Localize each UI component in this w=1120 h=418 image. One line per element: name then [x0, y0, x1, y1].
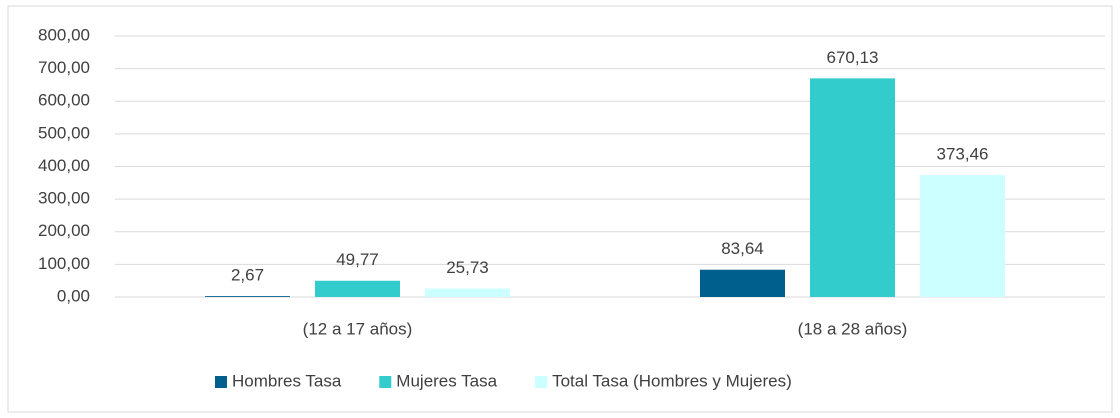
x-tick-label: (18 a 28 años)	[798, 319, 908, 338]
value-label: 2,67	[231, 266, 264, 285]
y-tick-label: 0,00	[57, 286, 90, 305]
y-tick-label: 300,00	[38, 189, 90, 208]
y-tick-label: 500,00	[38, 123, 90, 142]
y-tick-label: 700,00	[38, 58, 90, 77]
value-label: 49,77	[336, 250, 379, 269]
bar	[205, 296, 290, 297]
legend-swatch	[215, 376, 227, 388]
value-label: 373,46	[937, 145, 989, 164]
y-tick-label: 100,00	[38, 254, 90, 273]
y-tick-label: 600,00	[38, 91, 90, 110]
y-tick-label: 200,00	[38, 221, 90, 240]
y-tick-label: 400,00	[38, 156, 90, 175]
bar	[425, 288, 510, 297]
x-tick-label: (12 a 17 años)	[303, 319, 413, 338]
y-tick-label: 800,00	[38, 25, 90, 44]
bar	[315, 280, 400, 297]
value-label: 25,73	[446, 258, 489, 277]
bar	[810, 78, 895, 297]
legend-label: Hombres Tasa	[232, 371, 342, 390]
value-label: 670,13	[827, 48, 879, 67]
legend-label: Total Tasa (Hombres y Mujeres)	[552, 371, 792, 390]
bar	[700, 269, 785, 297]
legend-swatch	[379, 376, 392, 388]
bar	[920, 175, 1005, 297]
legend-label: Mujeres Tasa	[396, 371, 497, 390]
legend-swatch	[535, 376, 548, 388]
value-label: 83,64	[721, 239, 764, 258]
